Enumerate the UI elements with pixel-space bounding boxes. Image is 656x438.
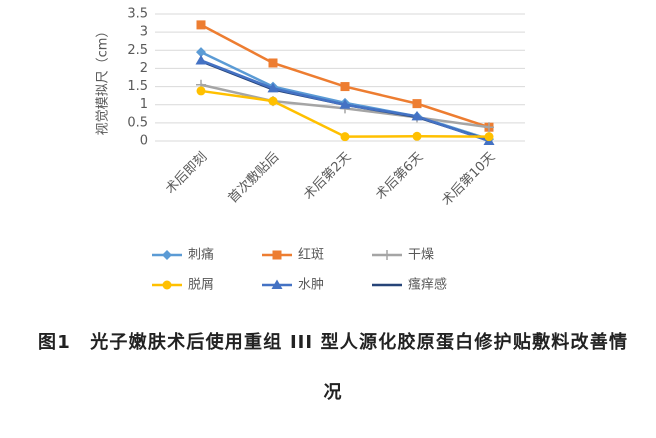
x-tick-label: 术后第2天 <box>301 150 354 203</box>
legend-marker <box>382 250 392 260</box>
legend-marker <box>271 279 283 289</box>
point-marker <box>411 110 423 121</box>
y-tick-label: 2.5 <box>127 43 148 58</box>
x-tick-label: 术后第6天 <box>373 150 426 203</box>
legend-label: 刺痛 <box>188 247 214 263</box>
y-tick-label: 0 <box>140 134 148 149</box>
y-tick-label: 3.5 <box>127 7 148 22</box>
caption: 图1 光子嫩肤术后使用重组 III 型人源化胶原蛋白修护贴敷料改善情况 <box>38 332 628 403</box>
point-marker <box>196 20 206 30</box>
point-marker <box>196 47 206 58</box>
legend-marker <box>162 250 172 260</box>
legend-label: 瘙痒感 <box>408 277 447 293</box>
point-marker <box>412 131 422 141</box>
point-marker <box>267 82 279 93</box>
x-tick-label: 术后第10天 <box>439 150 498 209</box>
point-marker <box>412 99 422 109</box>
point-marker <box>340 82 350 92</box>
legend-label: 水肿 <box>298 278 324 293</box>
x-tick-label: 首次敷贴后 <box>225 149 282 206</box>
point-marker <box>268 58 278 68</box>
point-marker <box>340 132 350 142</box>
legend-marker <box>162 280 172 290</box>
point-marker <box>339 99 351 109</box>
y-tick-label: 2 <box>140 61 148 76</box>
y-tick-label: 1 <box>140 97 148 112</box>
y-tick-label: 1.5 <box>127 79 148 94</box>
point-marker <box>196 86 206 96</box>
x-tick-label: 术后即刻 <box>163 150 210 197</box>
legend-label: 干燥 <box>408 248 434 263</box>
legend-marker <box>272 250 282 260</box>
point-marker <box>484 122 494 133</box>
legend-label: 红斑 <box>298 247 324 263</box>
y-tick-label: 3 <box>140 25 148 40</box>
point-marker <box>484 132 494 142</box>
legend-label: 脱屑 <box>188 278 214 293</box>
point-marker <box>195 54 207 65</box>
point-marker <box>268 96 278 106</box>
y-tick-label: 0.5 <box>127 115 148 130</box>
y-axis-label: 视觉模拟尺（cm） <box>96 25 111 136</box>
